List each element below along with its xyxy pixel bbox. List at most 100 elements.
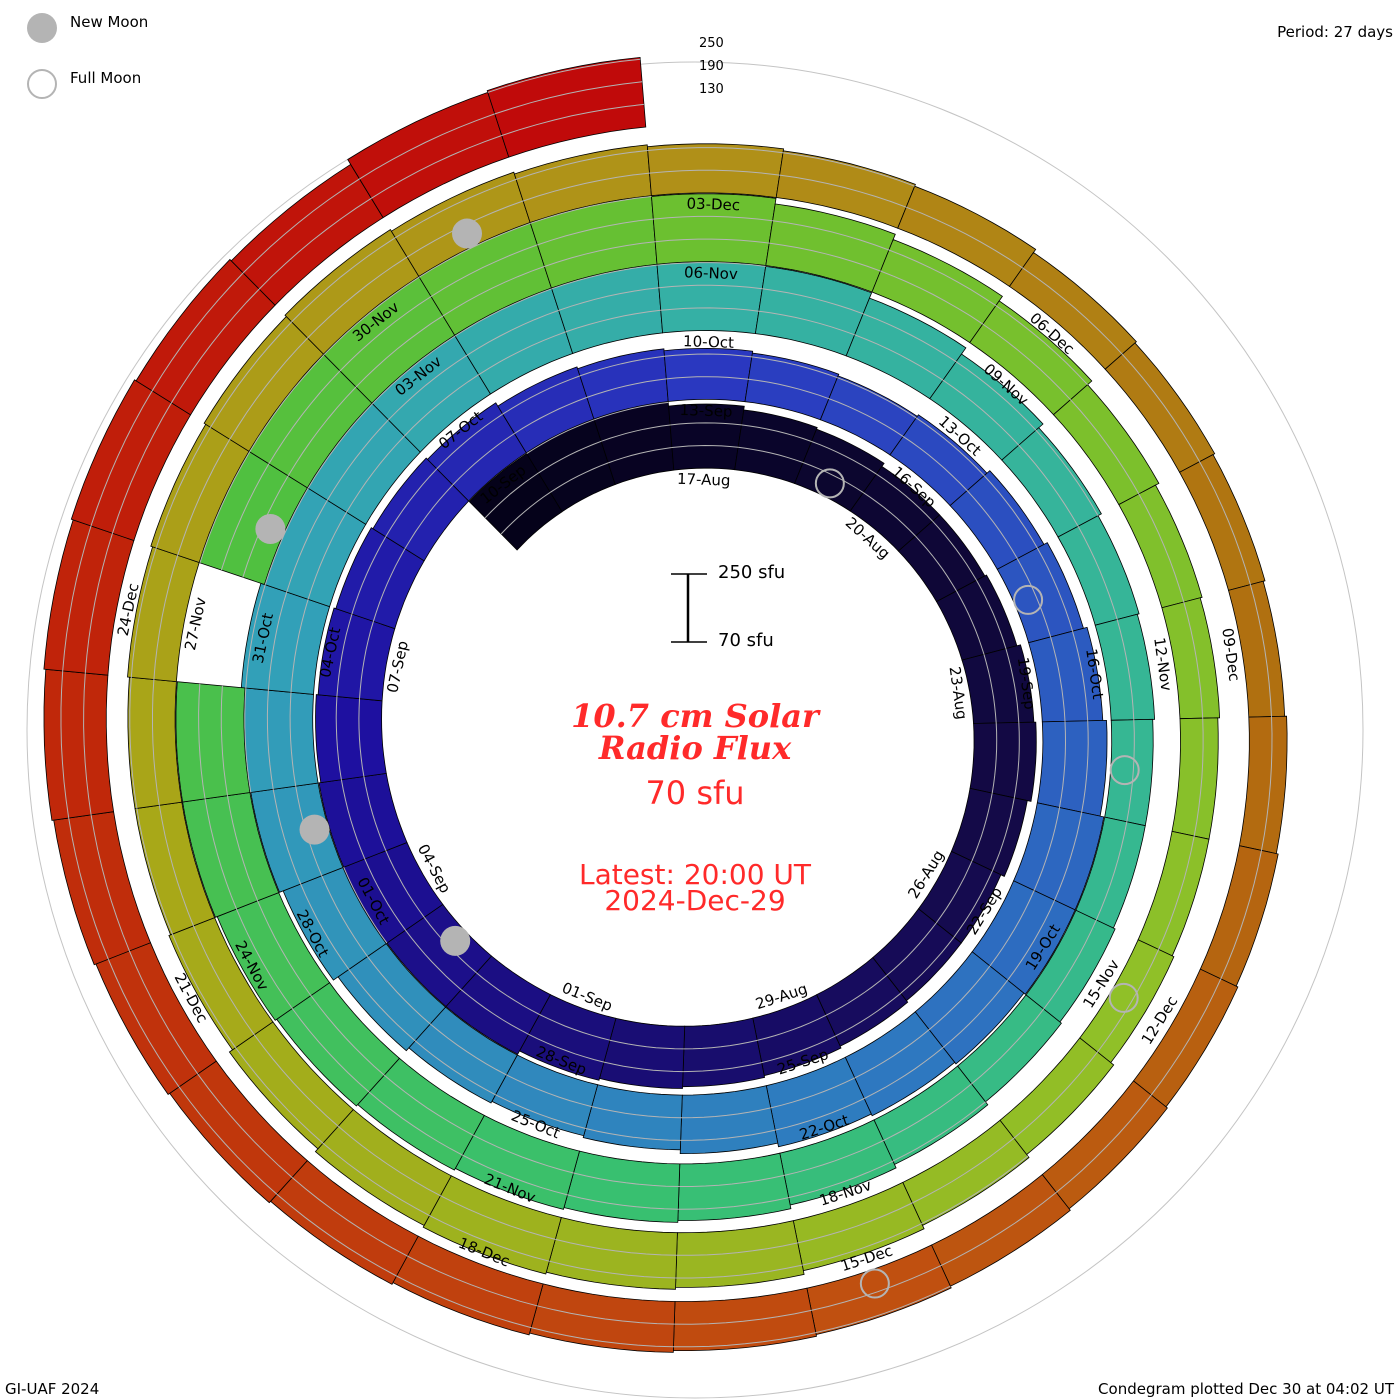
- grid-line-190: [460, 989, 529, 1035]
- grid-line-250: [530, 196, 652, 224]
- new-moon-icon: [440, 925, 471, 956]
- new-moon-legend-label: New Moon: [70, 13, 149, 31]
- grid-line-190: [976, 580, 1007, 649]
- flux-bar: [651, 193, 777, 266]
- grid-line-130: [1095, 821, 1128, 921]
- full-moon-icon: [859, 1268, 890, 1299]
- full-moon-icon: [1108, 982, 1139, 1013]
- grid-line-130: [1050, 636, 1066, 722]
- grid-line-130: [681, 1107, 771, 1119]
- grid-line-130: [1249, 584, 1272, 717]
- grid-line-130: [153, 555, 179, 680]
- grid-line-130: [1220, 850, 1262, 980]
- grid-line-190: [515, 150, 648, 180]
- grid-line-190: [60, 670, 70, 819]
- grid-line-130: [586, 378, 667, 398]
- grid-line-190: [351, 536, 387, 615]
- grid-line-130: [679, 1174, 785, 1187]
- grid-line-130: [591, 1106, 682, 1119]
- grid-line-130: [797, 1202, 913, 1244]
- grid-line-190: [995, 305, 1088, 386]
- grid-line-190: [336, 613, 353, 697]
- grid-line-130: [128, 950, 199, 1075]
- grid-line-190: [430, 244, 538, 297]
- flux-bar: [239, 687, 319, 794]
- flux-bar: [315, 694, 387, 784]
- grid-line-190: [915, 417, 985, 477]
- grid-line-130: [197, 1073, 293, 1178]
- grid-line-130: [287, 386, 357, 477]
- grid-line-130: [383, 1074, 474, 1136]
- grid-line-190: [359, 113, 495, 180]
- grid-line-130: [1055, 1094, 1152, 1193]
- grid-line-190: [171, 933, 237, 1048]
- grid-line-130: [674, 1309, 812, 1325]
- grid-line-130: [407, 1255, 538, 1307]
- grid-line-190: [204, 798, 237, 910]
- grid-line-190: [414, 1040, 496, 1096]
- grid-line-130: [609, 1039, 684, 1050]
- outer-grid-circle: [26, 61, 1364, 1399]
- grid-line-130: [363, 776, 387, 851]
- grid-line-190: [658, 284, 763, 290]
- grid-line-130: [1116, 619, 1135, 720]
- grid-line-190: [495, 1094, 586, 1129]
- flux-bar: [1057, 515, 1140, 626]
- date-label: 06-Nov: [684, 263, 738, 283]
- grid-line-250: [323, 276, 420, 356]
- grid-line-190: [585, 1128, 681, 1141]
- grid-line-130: [170, 288, 260, 404]
- grid-line-130: [90, 814, 130, 952]
- grid-line-130: [942, 379, 1020, 446]
- grid-line-190: [549, 1260, 676, 1279]
- full-moon-legend-icon: [27, 69, 57, 99]
- grid-line-190: [863, 1047, 944, 1099]
- grid-line-130: [1126, 719, 1135, 822]
- full-moon-icon: [814, 468, 845, 499]
- new-moon-icon: [452, 218, 483, 249]
- grid-line-190: [1013, 722, 1020, 798]
- new-moon-legend-icon: [27, 13, 57, 43]
- flux-bar: [897, 185, 1037, 287]
- grid-line-130: [355, 315, 444, 388]
- grid-line-190: [462, 1154, 568, 1196]
- grid-line-130: [337, 1125, 441, 1197]
- grid-line-130: [1013, 1051, 1098, 1139]
- grid-line-190: [788, 1160, 894, 1199]
- grid-line-130: [906, 206, 1023, 269]
- grid-line-130: [1261, 716, 1273, 851]
- grid-line-130: [935, 860, 973, 924]
- latest-time: Latest: 20:00 UT: [578, 858, 812, 891]
- grid-line-190: [942, 979, 1008, 1048]
- grid-label-250: 250: [699, 36, 724, 51]
- flux-bar: [1052, 384, 1160, 506]
- grid-line-190: [673, 1332, 816, 1348]
- grid-line-190: [395, 178, 517, 239]
- grid-line-190: [955, 361, 1037, 431]
- grid-line-250: [244, 688, 252, 793]
- grid-line-250: [245, 584, 266, 689]
- grid-line-190: [388, 354, 468, 421]
- grid-line-190: [837, 377, 917, 419]
- grid-line-190: [664, 353, 752, 358]
- flux-bar: [317, 607, 396, 702]
- new-moon-icon: [255, 513, 286, 544]
- flux-bar: [971, 880, 1076, 995]
- grid-line-130: [971, 1008, 1045, 1085]
- grid-line-130: [1097, 949, 1160, 1053]
- flux-bar: [314, 1108, 452, 1227]
- flux-bar: [127, 676, 183, 810]
- grid-line-190: [678, 1197, 789, 1210]
- grid-line-190: [1054, 812, 1083, 901]
- grid-line-250: [307, 403, 373, 489]
- flux-bar: [426, 402, 527, 502]
- grid-line-190: [210, 321, 292, 428]
- flux-bar: [1001, 427, 1102, 538]
- grid-line-130: [359, 621, 374, 699]
- grid-line-130: [811, 1265, 942, 1311]
- grid-line-130: [1022, 267, 1123, 355]
- grid-line-130: [911, 1137, 1015, 1204]
- footer-plotted-time: Condegram plotted Dec 30 at 04:02 UT: [1098, 1380, 1394, 1398]
- grid-line-190: [266, 690, 274, 790]
- grid-line-130: [671, 444, 739, 448]
